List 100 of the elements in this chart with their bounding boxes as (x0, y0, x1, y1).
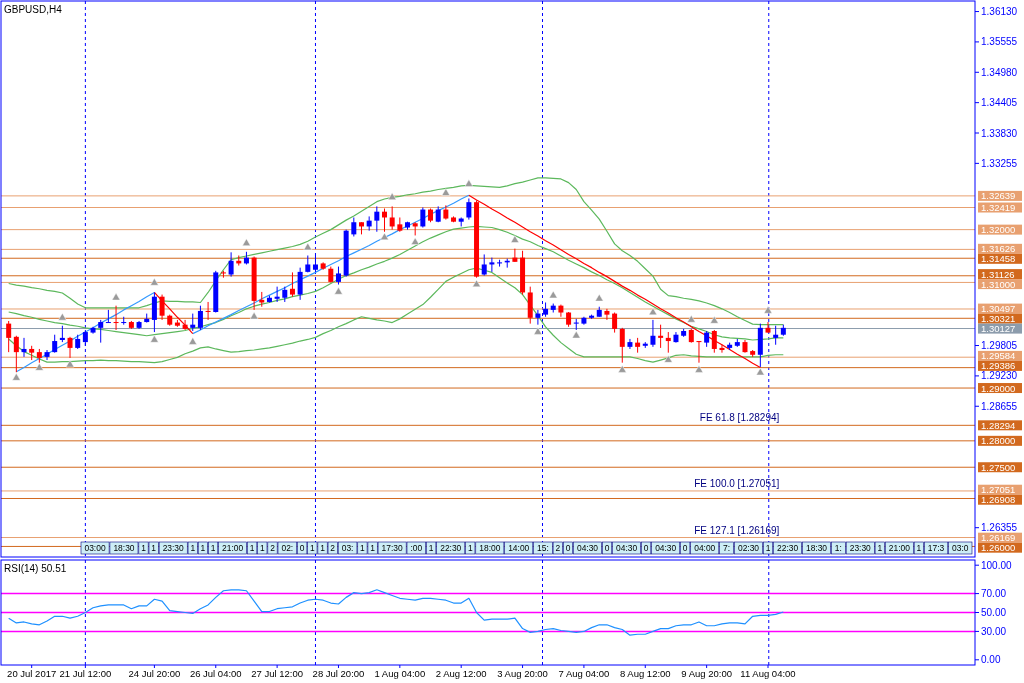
candlestick (665, 331, 671, 354)
y-tick-label: 0.00 (981, 654, 1001, 666)
annotation: 04:30 (616, 543, 638, 553)
candlestick (619, 327, 625, 364)
point (303, 242, 313, 251)
annotation: 22:30 (777, 543, 799, 553)
x-tick-label: 27 Jul 12:00 (251, 668, 303, 679)
x-tick-label: 3 Aug 20:00 (497, 668, 548, 679)
text: 18:30 (805, 543, 828, 553)
ref-line-label: 1.26908 (981, 494, 1016, 506)
annotation: 2 (330, 543, 336, 553)
point (571, 330, 581, 339)
x-tick-label: 8 Aug 12:00 (619, 668, 671, 679)
candlestick (6, 320, 12, 353)
candlestick (205, 301, 211, 321)
ref-line-label: 1.32000 (981, 224, 1016, 236)
annotation: 02:30 (737, 543, 760, 553)
annotation: 23:30 (162, 543, 185, 553)
candlestick (67, 336, 73, 359)
candlestick (466, 197, 472, 221)
text: 03:0 (952, 543, 969, 553)
annotation: 0 (604, 543, 610, 553)
candlestick (197, 305, 203, 331)
ref-line-label: 1.27051 (981, 484, 1016, 496)
point (694, 365, 704, 373)
x-tick-label: 1 Aug 04:00 (374, 668, 426, 679)
candlestick (481, 253, 487, 277)
annotation: 1 (200, 543, 206, 553)
ref-line-label: 1.31000 (981, 278, 1016, 290)
annotation: 1 (467, 543, 473, 553)
candlestick (13, 335, 19, 373)
annotation: 1 (141, 543, 147, 553)
ref-line-label: 1.26169 (981, 532, 1016, 544)
text: 23:30 (849, 543, 872, 553)
text: 1: (834, 543, 842, 553)
chart-title: RSI(14) 50.51 (4, 563, 67, 574)
point (441, 188, 451, 196)
point (249, 311, 259, 320)
candlestick (696, 340, 702, 364)
annotation: 14:00 (508, 543, 530, 553)
x-tick-label: 9 Aug 20:00 (681, 668, 732, 679)
candlestick (289, 271, 295, 298)
ref-line-label: 1.28294 (981, 419, 1016, 431)
ref-line-label: 1.31458 (981, 253, 1016, 265)
x-tick-label: 26 Jul 04:00 (189, 668, 242, 679)
text: 1 (877, 543, 883, 553)
point (464, 179, 474, 187)
candlestick (420, 206, 426, 229)
candlestick (535, 309, 541, 326)
point (548, 290, 558, 299)
point (58, 312, 67, 321)
annotation: 18:30 (113, 543, 135, 553)
point (472, 279, 481, 288)
annotation: FE 61.8 [1.28294] (699, 412, 780, 424)
annotation: 04:00 (694, 543, 716, 553)
candlestick (105, 309, 111, 324)
candlestick (374, 205, 380, 233)
annotation: 1 (320, 543, 326, 553)
y-tick-label: 100.00 (981, 559, 1013, 571)
candlestick (765, 321, 771, 334)
point (756, 367, 765, 376)
point (710, 316, 719, 324)
y-tick-label: 1.34405 (981, 97, 1018, 109)
annotation: 04:30 (576, 543, 599, 553)
candlestick (627, 338, 633, 350)
annotation: 18:00 (479, 543, 501, 553)
annotation: FE 127.1 [1.26169] (694, 524, 780, 536)
point (150, 278, 159, 286)
ref-line-label: 1.32419 (981, 202, 1016, 214)
point (648, 307, 658, 316)
candlestick (21, 337, 27, 358)
point (12, 373, 21, 381)
candlestick (512, 248, 518, 263)
point (664, 355, 673, 363)
ref-line-label: 1.28000 (981, 435, 1016, 447)
text: 17:3 (927, 543, 945, 553)
candlestick (773, 325, 779, 346)
annotation: 1 (370, 543, 376, 553)
ref-line-label: 1.31126 (981, 268, 1015, 280)
annotation: 1 (151, 543, 157, 553)
y-tick-label: 1.34980 (981, 66, 1018, 78)
candlestick (612, 312, 618, 334)
candlestick (719, 344, 725, 354)
x-tick-label: 20 Jul 2017 (7, 668, 57, 679)
annotation: 0 (643, 543, 649, 553)
y-tick-label: 1.33255 (981, 157, 1018, 169)
candlestick (389, 205, 395, 231)
candlestick (658, 324, 664, 349)
annotation: 17:30 (381, 543, 403, 553)
x-tick-label: 21 Jul 12:00 (59, 668, 112, 679)
point (533, 327, 543, 335)
ref-line-label: 1.30497 (981, 303, 1016, 315)
x-tick-label: 28 Jul 20:00 (312, 668, 365, 679)
annotation: FE 100.0 [1.27051] (694, 477, 780, 489)
line-series (8, 177, 784, 326)
point (387, 192, 397, 200)
candlestick (98, 319, 104, 344)
ref-line-label: 1.29000 (981, 382, 1016, 394)
annotation: 1 (210, 543, 216, 553)
point (410, 237, 420, 245)
